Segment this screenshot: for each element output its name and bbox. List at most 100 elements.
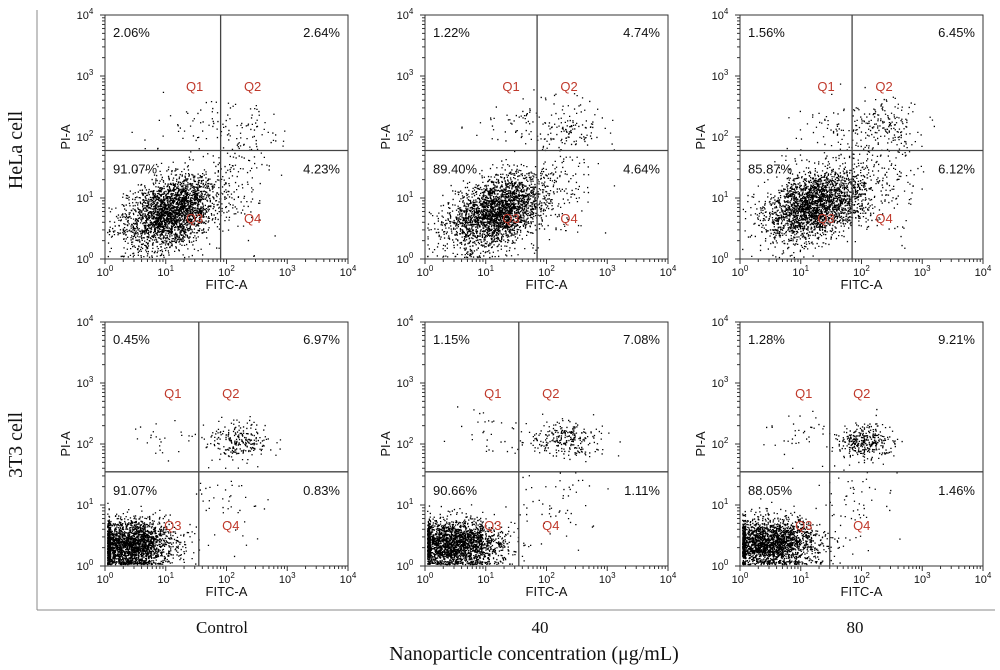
x-tick-label: 100 — [97, 571, 114, 586]
quadrant-name-q2: Q2 — [542, 386, 559, 401]
plot-frame — [739, 14, 984, 260]
quadrant-percent-q1: 1.22% — [433, 25, 470, 40]
quadrant-percent-q2: 4.74% — [623, 25, 660, 40]
y-tick-label: 104 — [77, 314, 94, 329]
quadrant-percent-q4: 1.11% — [624, 483, 660, 498]
y-tick-label: 100 — [77, 558, 94, 573]
y-tick-label: 102 — [712, 436, 729, 451]
y-tick-label: 102 — [397, 129, 414, 144]
x-tick-label: 101 — [157, 264, 174, 279]
quadrant-percent-q3: 91.07% — [113, 483, 158, 498]
quadrant-percent-q4: 4.23% — [303, 162, 340, 177]
quadrant-percent-q3: 88.05% — [748, 483, 793, 498]
y-tick-label: 103 — [397, 68, 414, 83]
quadrant-name-q3: Q3 — [795, 518, 812, 533]
scatter-panel: 100 101 102 103 104100101102103104FITC-API-A… — [58, 314, 357, 599]
x-tick-label: 103 — [279, 571, 296, 586]
y-tick-label: 104 — [77, 7, 94, 22]
x-tick-label: 101 — [477, 264, 494, 279]
quadrant-name-q3: Q3 — [186, 211, 203, 226]
y-tick-label: 103 — [712, 68, 729, 83]
plot-frame — [104, 14, 349, 260]
x-tick-label: 100 — [732, 571, 749, 586]
quadrant-percent-q4: 4.64% — [623, 162, 660, 177]
quadrant-name-q4: Q4 — [244, 211, 261, 226]
quadrant-name-q1: Q1 — [164, 386, 181, 401]
y-tick-label: 101 — [397, 190, 414, 205]
quadrant-name-q4: Q4 — [222, 518, 239, 533]
quadrant-name-q4: Q4 — [875, 211, 892, 226]
scatter-panel: 100 101 102 103 104100101102103104FITC-API-A… — [693, 314, 992, 599]
x-axis-label: FITC-A — [526, 277, 568, 292]
quadrant-name-q2: Q2 — [560, 79, 577, 94]
y-axis-label: PI-A — [693, 124, 708, 150]
x-tick-label: 103 — [914, 264, 931, 279]
quadrant-name-q1: Q1 — [484, 386, 501, 401]
y-axis-label: PI-A — [58, 124, 73, 150]
y-tick-label: 102 — [77, 436, 94, 451]
row-label-3t3: 3T3 cell — [5, 412, 27, 479]
y-tick-label: 100 — [712, 251, 729, 266]
scatter-panel: 100 101 102 103 104100101102103104FITC-API-A… — [58, 7, 357, 292]
x-tick-label: 104 — [340, 264, 357, 279]
quadrant-percent-q1: 1.56% — [748, 25, 785, 40]
x-tick-label: 104 — [975, 571, 992, 586]
x-axis-label: FITC-A — [206, 277, 248, 292]
quadrant-percent-q2: 9.21% — [938, 332, 975, 347]
column-label-control: Control — [196, 618, 248, 637]
cell-events — [427, 89, 616, 259]
y-tick-label: 102 — [712, 129, 729, 144]
event-dots — [107, 416, 282, 566]
quadrant-percent-q2: 2.64% — [303, 25, 340, 40]
cell-events — [107, 416, 282, 566]
y-tick-label: 103 — [77, 375, 94, 390]
quadrant-name-q2: Q2 — [244, 79, 261, 94]
quadrant-percent-q1: 1.28% — [748, 332, 785, 347]
y-tick-label: 102 — [77, 129, 94, 144]
y-tick-label: 100 — [397, 251, 414, 266]
y-axis-label: PI-A — [58, 431, 73, 457]
x-tick-label: 103 — [914, 571, 931, 586]
quadrant-name-q1: Q1 — [186, 79, 203, 94]
cell-events — [107, 91, 286, 259]
x-axis-label: FITC-A — [841, 277, 883, 292]
y-tick-label: 100 — [397, 558, 414, 573]
quadrant-name-q4: Q4 — [560, 211, 577, 226]
y-tick-label: 104 — [712, 314, 729, 329]
quadrant-percent-q3: 90.66% — [433, 483, 478, 498]
y-tick-label: 104 — [397, 314, 414, 329]
x-tick-label: 104 — [660, 571, 677, 586]
y-tick-label: 101 — [712, 497, 729, 512]
x-tick-label: 104 — [340, 571, 357, 586]
y-tick-label: 104 — [712, 7, 729, 22]
quadrant-name-q2: Q2 — [222, 386, 239, 401]
column-label-40: 40 — [532, 618, 549, 637]
quadrant-percent-q2: 7.08% — [623, 332, 660, 347]
y-axis-label: PI-A — [378, 431, 393, 457]
y-axis-label: PI-A — [693, 431, 708, 457]
quadrant-percent-q1: 2.06% — [113, 25, 150, 40]
x-axis-label: FITC-A — [526, 584, 568, 599]
quadrant-percent-q4: 6.12% — [938, 162, 975, 177]
scatter-panel: 100 101 102 103 104100101102103104FITC-API-A… — [378, 314, 677, 599]
event-dots — [742, 408, 903, 566]
quadrant-percent-q2: 6.97% — [303, 332, 340, 347]
event-dots — [427, 89, 616, 259]
x-tick-label: 103 — [279, 264, 296, 279]
y-tick-label: 103 — [712, 375, 729, 390]
y-axis-label: PI-A — [378, 124, 393, 150]
y-tick-label: 101 — [77, 190, 94, 205]
x-tick-label: 103 — [599, 264, 616, 279]
x-tick-label: 101 — [792, 571, 809, 586]
quadrant-name-q3: Q3 — [502, 211, 519, 226]
scatter-panel: 100 101 102 103 104100101102103104FITC-API-A… — [693, 7, 992, 292]
x-axis-label: FITC-A — [206, 584, 248, 599]
quadrant-percent-q1: 1.15% — [433, 332, 470, 347]
quadrant-percent-q4: 1.46% — [938, 483, 975, 498]
quadrant-percent-q3: 91.07% — [113, 162, 158, 177]
y-tick-label: 102 — [397, 436, 414, 451]
quadrant-percent-q3: 85.87% — [748, 162, 793, 177]
event-dots — [427, 406, 621, 566]
x-tick-label: 101 — [157, 571, 174, 586]
